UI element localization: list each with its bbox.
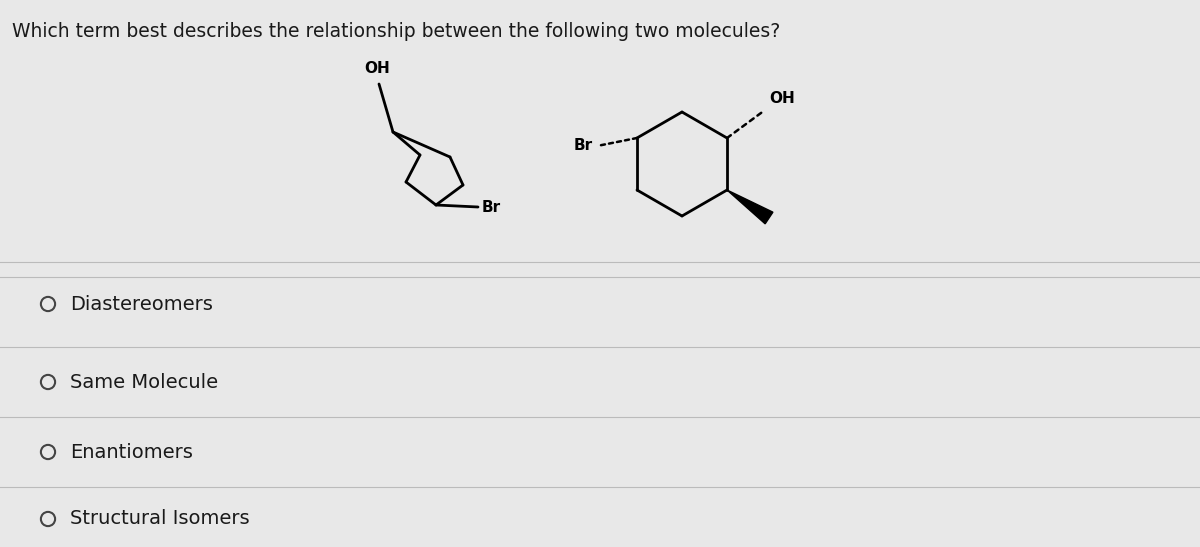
Text: Structural Isomers: Structural Isomers [70, 509, 250, 528]
Text: Br: Br [574, 138, 593, 154]
Text: Same Molecule: Same Molecule [70, 373, 218, 392]
Text: Enantiomers: Enantiomers [70, 443, 193, 462]
Text: Diastereomers: Diastereomers [70, 294, 212, 313]
Text: OH: OH [364, 61, 390, 76]
Text: Which term best describes the relationship between the following two molecules?: Which term best describes the relationsh… [12, 22, 780, 41]
Polygon shape [727, 190, 773, 224]
Text: OH: OH [769, 91, 794, 106]
Text: Br: Br [482, 200, 502, 214]
